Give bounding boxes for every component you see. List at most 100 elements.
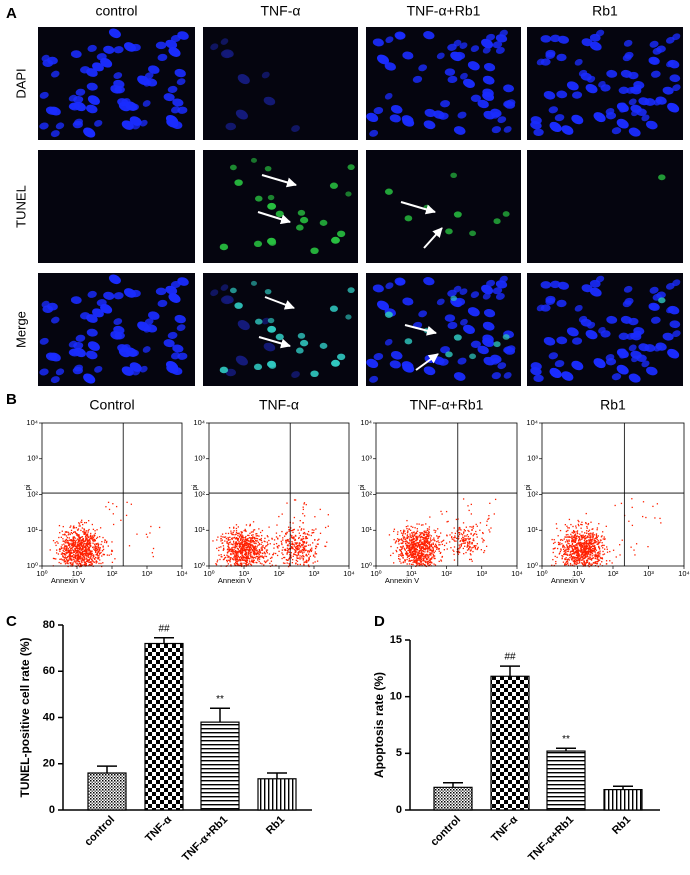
cytometry-event xyxy=(223,550,224,551)
cytometry-event xyxy=(565,554,566,555)
cytometry-event xyxy=(406,526,407,527)
cytometry-event xyxy=(463,537,464,538)
cytometry-event xyxy=(447,548,448,549)
cytometry-event xyxy=(407,532,408,533)
cytometry-event xyxy=(472,551,473,552)
cytometry-event xyxy=(575,534,576,535)
cytometry-event xyxy=(284,536,285,537)
cytometry-event xyxy=(591,550,592,551)
cytometry-event xyxy=(262,547,263,548)
cytometry-event xyxy=(88,540,89,541)
cytometry-event xyxy=(303,542,304,543)
cytometry-event xyxy=(297,558,298,559)
cytometry-event xyxy=(571,558,572,559)
cytometry-event xyxy=(303,529,304,530)
tunel-positive-nucleus xyxy=(330,306,338,312)
cytometry-event xyxy=(398,554,399,555)
cytometry-event xyxy=(603,538,604,539)
cytometry-event xyxy=(234,563,235,564)
cytometry-event xyxy=(426,545,427,546)
cytometry-event xyxy=(234,554,235,555)
cytometry-event xyxy=(90,538,91,539)
cytometry-event xyxy=(552,559,553,560)
cytometry-event xyxy=(572,556,573,557)
cytometry-event xyxy=(295,499,296,500)
cytometry-event xyxy=(89,547,90,548)
x-tick-label: TNF-α xyxy=(489,814,520,845)
cytometry-event xyxy=(592,536,593,537)
cytometry-event xyxy=(581,562,582,563)
cytometry-event xyxy=(87,561,88,562)
cytometry-event xyxy=(109,555,110,556)
cytometry-event xyxy=(100,552,101,553)
cytometry-event xyxy=(311,551,312,552)
cytometry-event xyxy=(253,545,254,546)
cytometry-event xyxy=(308,559,309,560)
cytometry-event xyxy=(566,531,567,532)
cytometry-event xyxy=(433,555,434,556)
cytometry-event xyxy=(594,538,595,539)
cytometry-event xyxy=(275,553,276,554)
cytometry-event xyxy=(588,531,589,532)
cytometry-event xyxy=(239,551,240,552)
cytometry-event xyxy=(257,545,258,546)
cytometry-event xyxy=(245,563,246,564)
cytometry-event xyxy=(69,527,70,528)
cytometry-event xyxy=(575,546,576,547)
cytometry-event xyxy=(569,557,570,558)
cytometry-event xyxy=(576,564,577,565)
cytometry-event xyxy=(441,513,442,514)
cytometry-event xyxy=(555,556,556,557)
cytometry-event xyxy=(564,536,565,537)
cytometry-event xyxy=(570,545,571,546)
cytometry-event xyxy=(469,559,470,560)
cytometry-event xyxy=(326,542,327,543)
cytometry-event xyxy=(423,537,424,538)
cytometry-event xyxy=(580,546,581,547)
cytometry-event xyxy=(467,505,468,506)
cytometry-event xyxy=(473,540,474,541)
cytometry-event xyxy=(395,542,396,543)
cytometry-event xyxy=(250,557,251,558)
cytometry-event xyxy=(63,556,64,557)
cytometry-event xyxy=(288,531,289,532)
cytometry-event xyxy=(281,542,282,543)
cytometry-event xyxy=(459,528,460,529)
cytometry-event xyxy=(433,556,434,557)
column-header: TNF-α+Rb1 xyxy=(407,3,481,19)
cytometry-event xyxy=(471,529,472,530)
cytometry-event xyxy=(411,560,412,561)
cytometry-event xyxy=(294,517,295,518)
y-axis-label: pi xyxy=(23,484,32,490)
cytometry-event xyxy=(292,562,293,563)
cytometry-event xyxy=(246,547,247,548)
cytometry-event xyxy=(428,561,429,562)
cytometry-event xyxy=(602,554,603,555)
cytometry-event xyxy=(318,544,319,545)
tunel-positive-nucleus xyxy=(255,319,262,325)
cytometry-event xyxy=(105,506,106,507)
cytometry-event xyxy=(112,503,113,504)
cytometry-event xyxy=(70,550,71,551)
cytometry-event xyxy=(463,531,464,532)
cytometry-event xyxy=(425,561,426,562)
cytometry-event xyxy=(567,534,568,535)
tunel-positive-nucleus xyxy=(276,211,284,217)
cytometry-event xyxy=(578,550,579,551)
cytometry-event xyxy=(86,530,87,531)
cytometry-event xyxy=(285,534,286,535)
cytometry-event xyxy=(106,541,107,542)
cytometry-event xyxy=(587,545,588,546)
cytometry-event xyxy=(486,521,487,522)
y-tick-label: 10³ xyxy=(27,454,38,463)
cytometry-event xyxy=(298,551,299,552)
cytometry-event xyxy=(463,498,464,499)
cytometry-event xyxy=(425,530,426,531)
cytometry-event xyxy=(311,532,312,533)
cytometry-event xyxy=(291,557,292,558)
cytometry-event xyxy=(50,549,51,550)
event-cloud xyxy=(551,498,661,567)
cytometry-event xyxy=(604,549,605,550)
cytometry-event xyxy=(570,551,571,552)
tunel-positive-nucleus xyxy=(267,326,276,333)
